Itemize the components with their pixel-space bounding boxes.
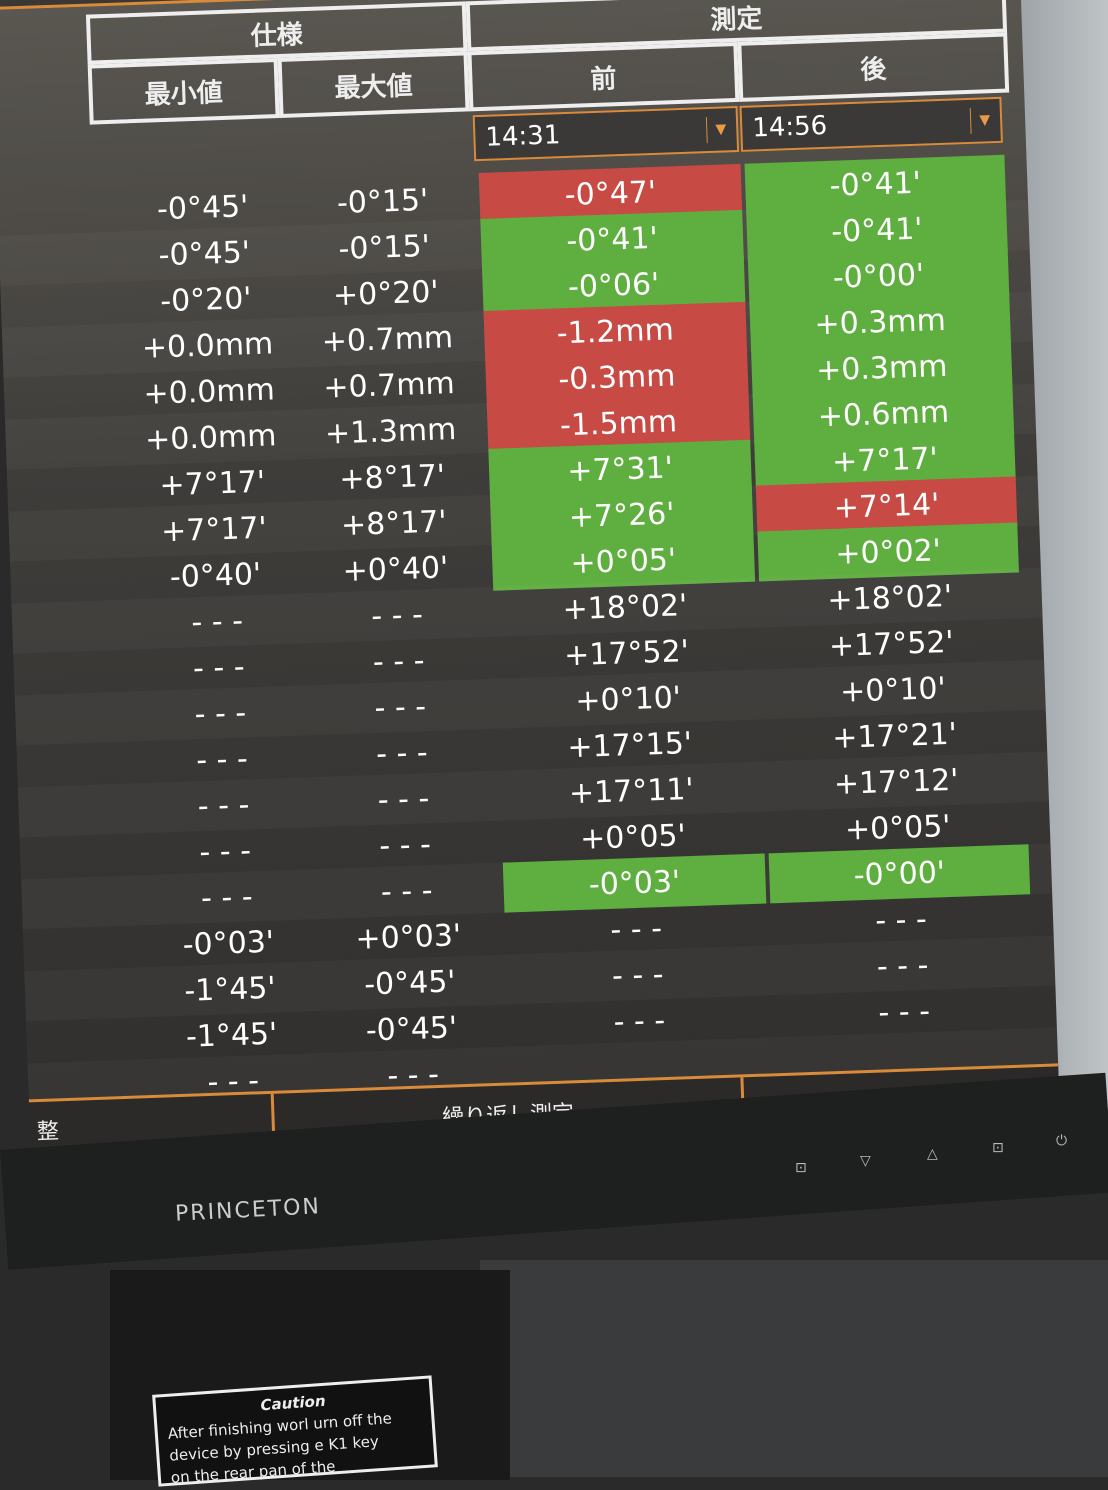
- caution-sticker: Caution After finishing worl urn off the…: [152, 1375, 438, 1487]
- after-time-value: 14:56: [751, 110, 828, 144]
- chevron-down-icon[interactable]: ▼: [706, 116, 727, 144]
- monitor-down-button[interactable]: ▽: [860, 1153, 871, 1169]
- monitor-menu-button[interactable]: ⊡: [992, 1140, 1004, 1156]
- header-max: 最大値: [277, 51, 470, 118]
- monitor-screen: 仕様 測定 最小値 最大値 前 後 14:31 ▼ 14:56 ▼ -0°45' -0…: [0, 0, 1062, 1190]
- header-before: 前: [467, 41, 740, 112]
- header-after: 後: [737, 32, 1010, 102]
- before-time-value: 14:31: [484, 120, 561, 153]
- after-time-dropdown[interactable]: 14:56 ▼: [739, 96, 1003, 152]
- monitor-up-button[interactable]: △: [927, 1146, 938, 1162]
- header-min: 最小値: [87, 58, 280, 125]
- power-icon[interactable]: ⏻: [1056, 1133, 1068, 1149]
- chevron-down-icon[interactable]: ▼: [969, 107, 991, 134]
- f2-label: 整: [36, 1119, 60, 1146]
- monitor-input-button[interactable]: ⊡: [795, 1160, 807, 1176]
- before-time-dropdown[interactable]: 14:31 ▼: [472, 105, 740, 162]
- desk-surface: [480, 1260, 1108, 1477]
